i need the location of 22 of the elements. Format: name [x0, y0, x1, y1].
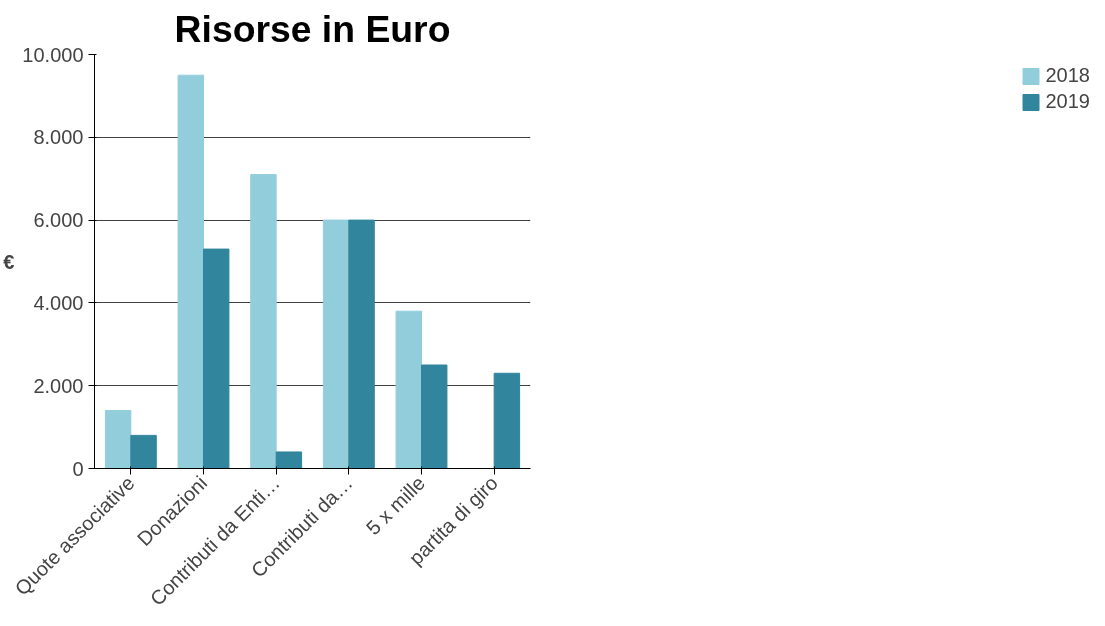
bar	[348, 219, 375, 469]
y-tick-label: 6.000	[33, 209, 84, 232]
bar	[322, 219, 350, 469]
y-tick-label: 10.000	[22, 43, 84, 66]
y-tick-label: 2.000	[33, 374, 84, 397]
bar	[421, 364, 448, 469]
x-tick-label: 5 x mille	[361, 471, 430, 540]
bar	[130, 434, 157, 469]
bar	[177, 74, 204, 469]
bar	[250, 174, 277, 469]
y-tick-label: 8.000	[33, 126, 84, 149]
y-tick-label: 4.000	[33, 291, 84, 314]
legend-label: 2018	[1045, 64, 1090, 87]
y-axis-title: €	[3, 250, 15, 273]
bar	[493, 372, 521, 469]
bar	[395, 310, 422, 469]
chart-title: Risorse in Euro	[174, 7, 451, 50]
bar	[203, 248, 230, 469]
bar	[275, 451, 303, 469]
bar	[104, 410, 132, 469]
y-tick-label: 0	[72, 457, 84, 480]
legend-label: 2019	[1045, 90, 1090, 113]
